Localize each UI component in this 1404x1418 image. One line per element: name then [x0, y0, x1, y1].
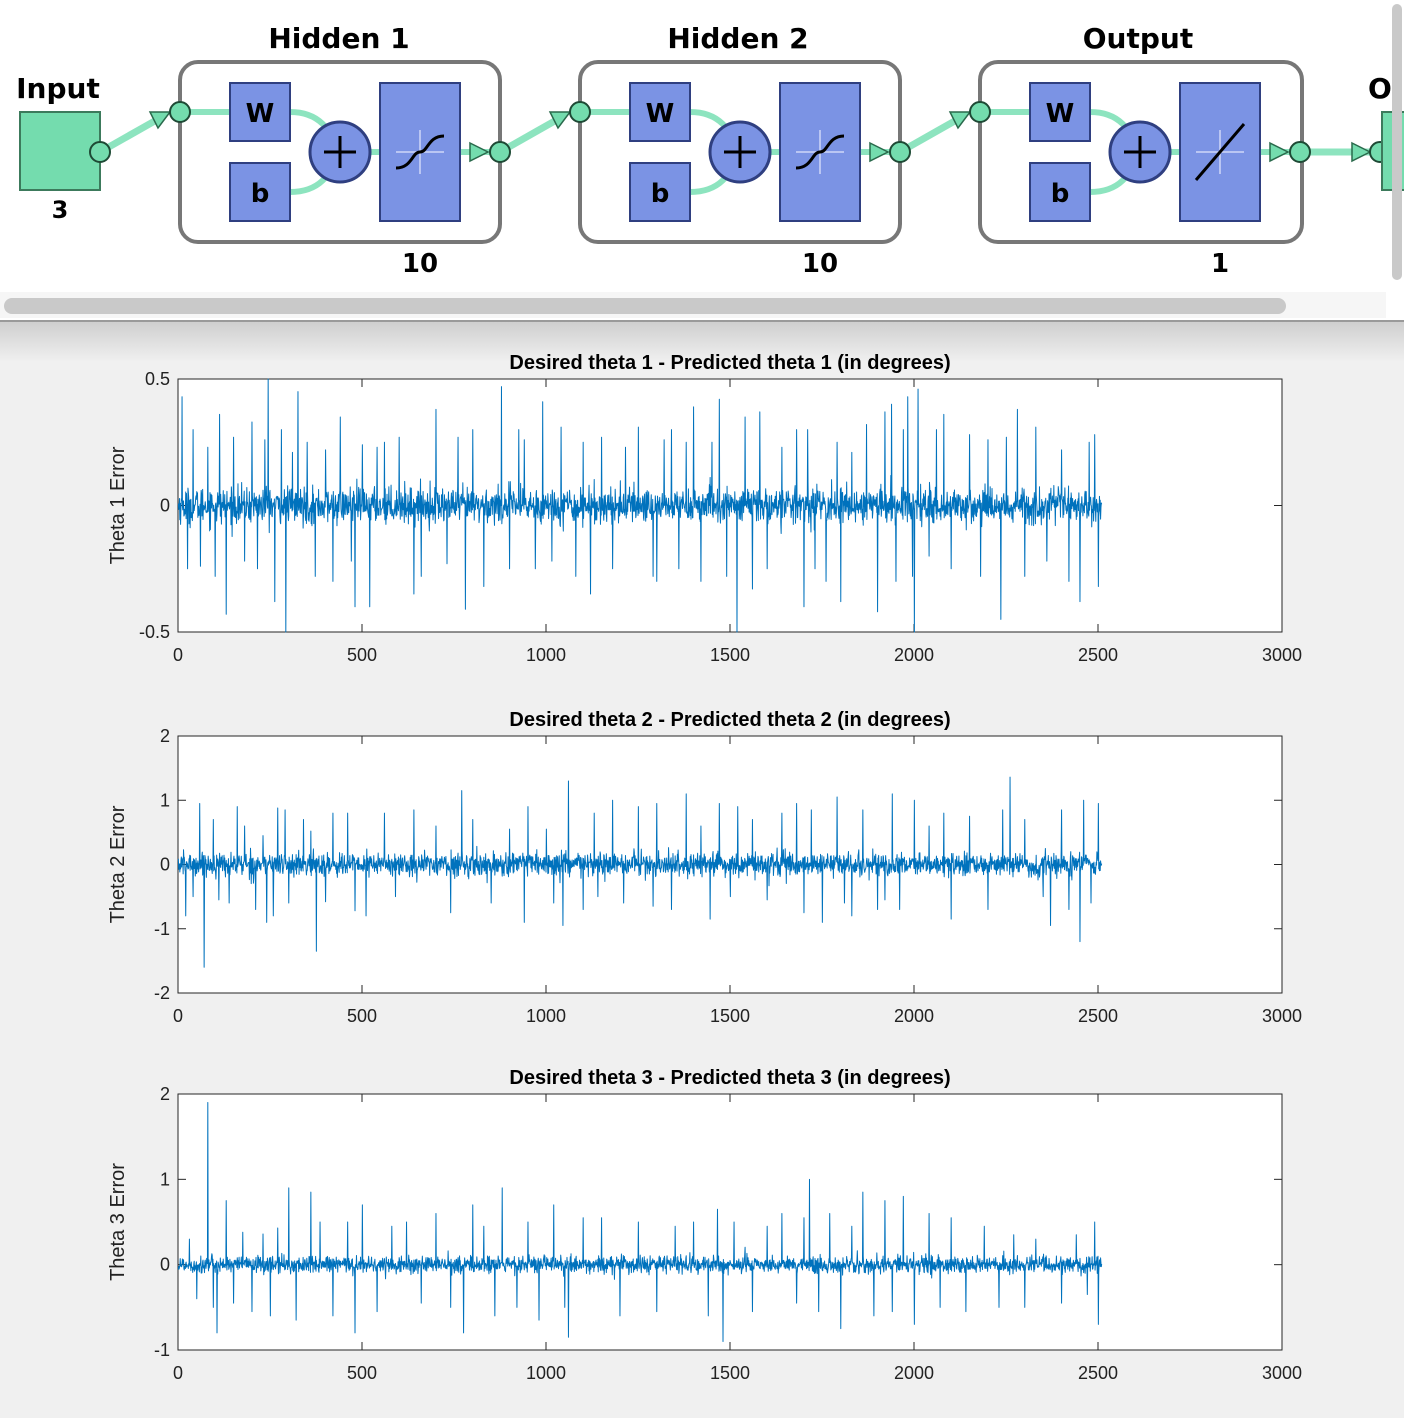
y-tick-label: -1: [154, 1340, 170, 1360]
y-tick-label: -0.5: [139, 622, 170, 642]
chart-3: Desired theta 3 - Predicted theta 3 (in …: [107, 1067, 1302, 1383]
y-tick-label: 0.5: [145, 369, 170, 389]
node-icon: [169, 101, 191, 123]
x-tick-label: 0: [173, 1363, 183, 1383]
node-icon: [489, 141, 511, 163]
arrow-icon: [469, 141, 490, 163]
series-line: [177, 1102, 1103, 1342]
chart-2: Desired theta 2 - Predicted theta 2 (in …: [107, 709, 1302, 1026]
weight-label: W: [1046, 99, 1075, 129]
x-tick-label: 2000: [894, 1006, 934, 1026]
arrow-icon: [148, 111, 172, 130]
bias-label: b: [251, 179, 270, 209]
layer-title: Hidden 1: [268, 22, 409, 55]
input-label: Input: [16, 72, 100, 105]
node-icon: [569, 101, 591, 123]
x-tick-label: 3000: [1262, 1006, 1302, 1026]
bias-block: [229, 162, 291, 222]
arrow-icon: [548, 111, 572, 130]
horizontal-scrollbar-thumb[interactable]: [4, 298, 1286, 314]
y-axis-label: Theta 1 Error: [107, 446, 129, 564]
x-tick-label: 3000: [1262, 645, 1302, 665]
layer-title: Hidden 2: [667, 22, 808, 55]
x-tick-label: 500: [347, 1363, 377, 1383]
layer-hidden-1: Hidden 1 W b 10: [178, 22, 502, 279]
y-tick-label: 2: [160, 1084, 170, 1104]
x-tick-label: 2000: [894, 645, 934, 665]
layer-hidden-2: Hidden 2 W b 10: [578, 22, 902, 279]
input-size: 3: [52, 196, 69, 224]
bias-label: b: [651, 179, 670, 209]
plots-figure: Desired theta 1 - Predicted theta 1 (in …: [107, 352, 1302, 1383]
arrow-icon: [1351, 141, 1372, 163]
network-diagram: Input 3 Hidden 1 W b 10 Hidden 2 W: [16, 22, 1404, 279]
x-tick-label: 500: [347, 645, 377, 665]
layer-size: 10: [402, 249, 438, 279]
layer-title: Output: [1083, 22, 1193, 55]
x-tick-label: 2500: [1078, 1363, 1118, 1383]
layer-size: 1: [1211, 249, 1229, 279]
panel-shadow: [0, 322, 1404, 362]
y-tick-label: 2: [160, 726, 170, 746]
layer-output: Output W b 1: [978, 22, 1304, 279]
weight-block: [1029, 82, 1091, 142]
arrow-icon: [948, 111, 972, 130]
connectors: [89, 101, 1391, 163]
y-axis-label: Theta 3 Error: [107, 1163, 129, 1281]
x-tick-label: 500: [347, 1006, 377, 1026]
y-tick-label: 0: [160, 1255, 170, 1275]
y-tick-label: -1: [154, 919, 170, 939]
x-tick-label: 2500: [1078, 1006, 1118, 1026]
node-icon: [89, 141, 111, 163]
vertical-scrollbar-thumb[interactable]: [1392, 4, 1402, 280]
series-line: [177, 378, 1103, 633]
x-tick-label: 1500: [710, 645, 750, 665]
y-tick-label: 0: [160, 855, 170, 875]
arrow-icon: [869, 141, 890, 163]
node-icon: [889, 141, 911, 163]
x-tick-label: 0: [173, 645, 183, 665]
x-tick-label: 2000: [894, 1363, 934, 1383]
series-line: [177, 776, 1103, 968]
output-label: O: [1368, 72, 1392, 105]
y-tick-label: 1: [160, 790, 170, 810]
x-tick-label: 1000: [526, 1363, 566, 1383]
x-tick-label: 1500: [710, 1006, 750, 1026]
chart-title: Desired theta 1 - Predicted theta 1 (in …: [509, 352, 950, 374]
weight-block: [229, 82, 291, 142]
y-axis-label: Theta 2 Error: [107, 805, 129, 923]
weight-block: [629, 82, 691, 142]
x-tick-label: 1000: [526, 1006, 566, 1026]
axes-box: [177, 1093, 1283, 1351]
weight-label: W: [646, 99, 675, 129]
node-icon: [1289, 141, 1311, 163]
weight-label: W: [246, 99, 275, 129]
input-block: [19, 111, 101, 191]
y-tick-label: 1: [160, 1169, 170, 1189]
y-tick-label: -2: [154, 983, 170, 1003]
layer-size: 10: [802, 249, 838, 279]
bias-label: b: [1051, 179, 1070, 209]
bias-block: [1029, 162, 1091, 222]
x-tick-label: 1500: [710, 1363, 750, 1383]
arrow-icon: [1269, 141, 1290, 163]
chart-title: Desired theta 3 - Predicted theta 3 (in …: [509, 1067, 950, 1089]
chart-1: Desired theta 1 - Predicted theta 1 (in …: [107, 352, 1302, 665]
y-tick-label: 0: [160, 496, 170, 516]
x-tick-label: 0: [173, 1006, 183, 1026]
node-icon: [969, 101, 991, 123]
bias-block: [629, 162, 691, 222]
panel-divider: [0, 320, 1404, 322]
x-tick-label: 1000: [526, 645, 566, 665]
network-diagram-panel: Input 3 Hidden 1 W b 10 Hidden 2 W: [0, 0, 1404, 322]
chart-title: Desired theta 2 - Predicted theta 2 (in …: [509, 709, 950, 731]
x-tick-label: 3000: [1262, 1363, 1302, 1383]
x-tick-label: 2500: [1078, 645, 1118, 665]
